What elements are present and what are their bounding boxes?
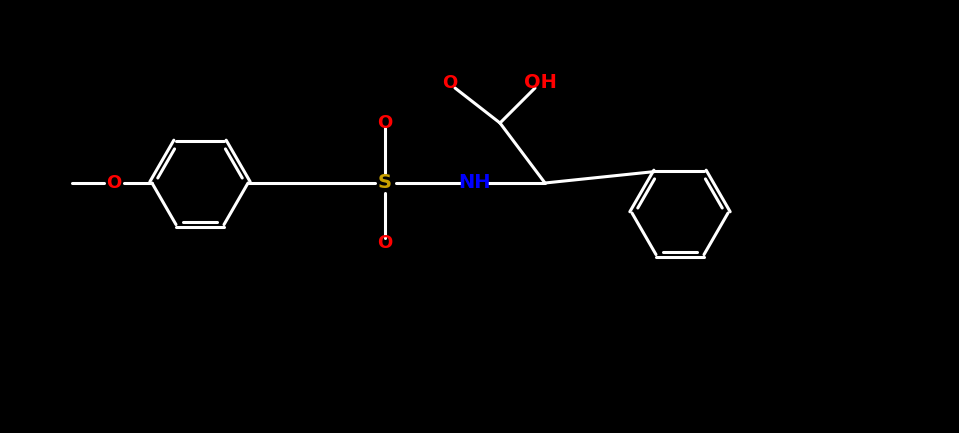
Text: O: O [106, 174, 122, 192]
Text: O: O [442, 74, 457, 92]
Text: NH: NH [458, 174, 491, 193]
Text: O: O [378, 114, 392, 132]
Text: O: O [378, 234, 392, 252]
Text: OH: OH [524, 74, 556, 93]
Text: S: S [378, 174, 392, 193]
